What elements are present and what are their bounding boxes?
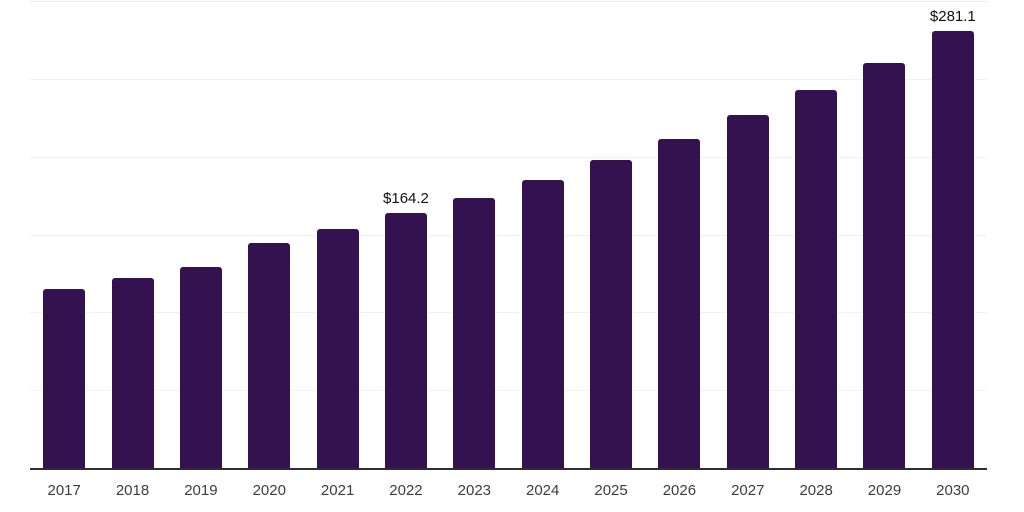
bar-slot-2018 (98, 2, 166, 469)
bar-2019 (179, 266, 222, 469)
bar-slot-2030: $281.1 (919, 2, 987, 469)
x-axis-line (30, 468, 987, 470)
bar-2028 (795, 90, 838, 469)
bars-layer: $164.2 $281.1 (30, 2, 987, 469)
bar-slot-2017 (30, 2, 98, 469)
x-axis-labels: 2017 2018 2019 2020 2021 2022 2023 2024 2025 2026… (30, 482, 987, 499)
bar-2020 (248, 242, 291, 469)
x-tick-label-2026: 2026 (662, 482, 697, 499)
bar-slot-2026 (645, 2, 713, 469)
bar-2030 (931, 31, 974, 469)
bar-2024 (521, 179, 564, 469)
x-tick-label-2021: 2021 (320, 482, 355, 499)
x-tick-label-2023: 2023 (457, 482, 492, 499)
x-tick-label-2017: 2017 (47, 482, 81, 499)
bar-slot-2023 (440, 2, 508, 469)
bar-2022 (384, 213, 427, 469)
gridline-150 (30, 234, 987, 236)
bar-2021 (316, 228, 359, 469)
gridline-100 (30, 312, 987, 314)
x-tick-label-2029: 2029 (867, 482, 902, 499)
bar-slot-2029 (850, 2, 918, 469)
x-tick-label-2027: 2027 (731, 482, 765, 499)
bar-2029 (863, 63, 906, 469)
bar-2017 (43, 288, 86, 469)
bar-slot-2020 (235, 2, 303, 469)
x-tick-label-2025: 2025 (594, 482, 628, 499)
bar-slot-2024 (509, 2, 577, 469)
bar-2018 (111, 278, 154, 469)
x-tick-label-2019: 2019 (184, 482, 218, 499)
x-tick-label-2030: 2030 (936, 482, 970, 499)
data-label-2030: $281.1 (929, 8, 976, 26)
bar-2026 (658, 139, 701, 469)
bar-slot-2019 (167, 2, 235, 469)
gridline-200 (30, 156, 987, 158)
x-tick-label-2020: 2020 (252, 482, 286, 499)
bar-slot-2021 (303, 2, 371, 469)
gridline-250 (30, 78, 987, 80)
x-tick-label-2022: 2022 (389, 482, 423, 499)
bar-2027 (726, 115, 769, 469)
x-tick-label-2028: 2028 (799, 482, 833, 499)
gridline-50 (30, 390, 987, 392)
bar-2025 (590, 160, 633, 469)
plot-area: $164.2 $281.1 (30, 1, 987, 469)
bar-2023 (453, 198, 496, 469)
x-tick-label-2024: 2024 (526, 482, 560, 499)
data-label-2022: $164.2 (383, 190, 429, 208)
gridline-300 (30, 1, 987, 2)
x-tick-label-2018: 2018 (115, 482, 150, 499)
bar-slot-2025 (577, 2, 645, 469)
bar-slot-2027 (714, 2, 782, 469)
bar-slot-2028 (782, 2, 850, 469)
bar-slot-2022: $164.2 (372, 2, 440, 469)
